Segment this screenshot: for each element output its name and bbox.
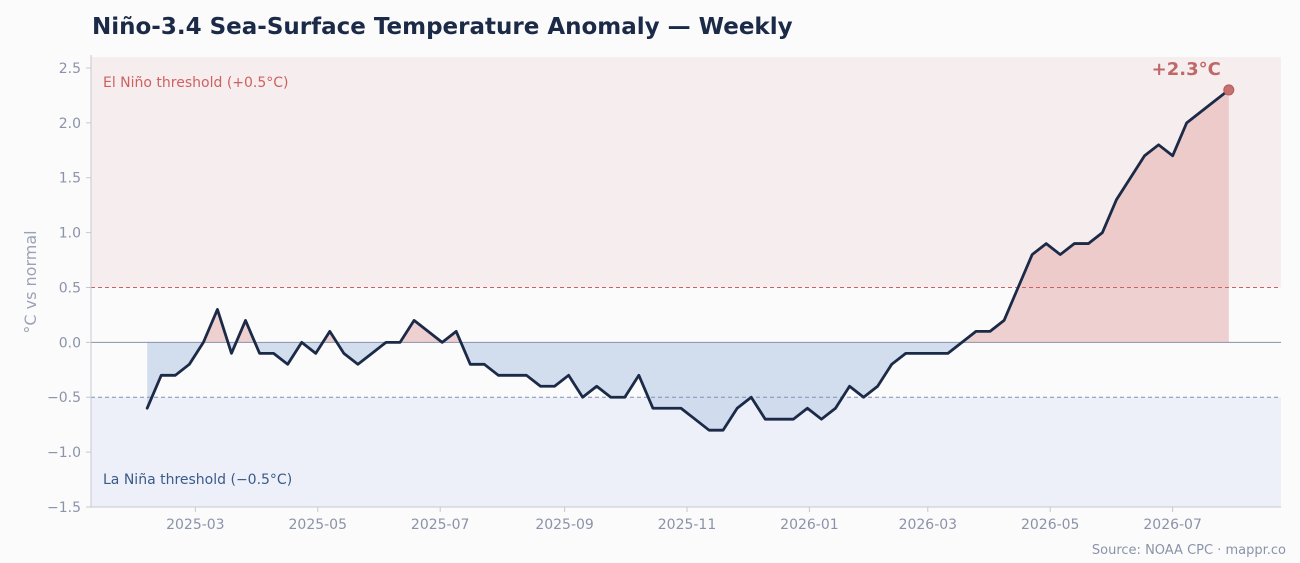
series-layer xyxy=(145,84,1235,432)
x-tick-label: 2025-03 xyxy=(166,517,225,533)
y-tick-label: 2.5 xyxy=(59,61,81,77)
x-tick-label: 2026-01 xyxy=(780,517,839,533)
latest-point-marker xyxy=(1223,84,1235,96)
x-tick-label: 2025-05 xyxy=(289,517,348,533)
y-tick-label: −1.5 xyxy=(47,500,81,516)
x-tick-label: 2026-03 xyxy=(899,517,958,533)
chart-title: Niño-3.4 Sea-Surface Temperature Anomaly… xyxy=(92,14,793,40)
y-tick-label: 0.0 xyxy=(59,335,81,351)
el-nino-threshold-label: El Niño threshold (+0.5°C) xyxy=(103,75,289,91)
y-tick-label: 1.0 xyxy=(59,226,81,242)
y-tick-label: −0.5 xyxy=(47,390,81,406)
axes: −1.5 −1.0 −0.5 0.0 0.5 1.0 1.5 2.0 2.5 2025-03 202… xyxy=(21,55,1281,533)
y-axis-label: °C vs normal xyxy=(21,230,40,333)
latest-value-label: +2.3°C xyxy=(1152,59,1221,80)
reference-lines xyxy=(91,286,1281,398)
chart-labels: El Niño threshold (+0.5°C) La Niña thresh… xyxy=(103,59,1221,488)
anomaly-line xyxy=(145,88,1231,432)
y-tick-label: 2.0 xyxy=(59,116,81,132)
x-tick-label: 2025-09 xyxy=(535,517,594,533)
x-tick-label: 2026-07 xyxy=(1143,517,1202,533)
la-nina-band xyxy=(91,397,1281,507)
x-tick-label: 2025-07 xyxy=(411,517,470,533)
x-tick-label: 2025-11 xyxy=(658,517,717,533)
y-tick-label: 1.5 xyxy=(59,171,81,187)
source-note: Source: NOAA CPC · mappr.co xyxy=(1091,543,1286,558)
la-nina-threshold-label: La Niña threshold (−0.5°C) xyxy=(103,472,292,488)
positive-anomaly-fill xyxy=(203,89,1229,343)
y-tick-label: 0.5 xyxy=(59,280,81,296)
x-tick-label: 2026-05 xyxy=(1021,517,1080,533)
y-tick-label: −1.0 xyxy=(47,445,81,461)
